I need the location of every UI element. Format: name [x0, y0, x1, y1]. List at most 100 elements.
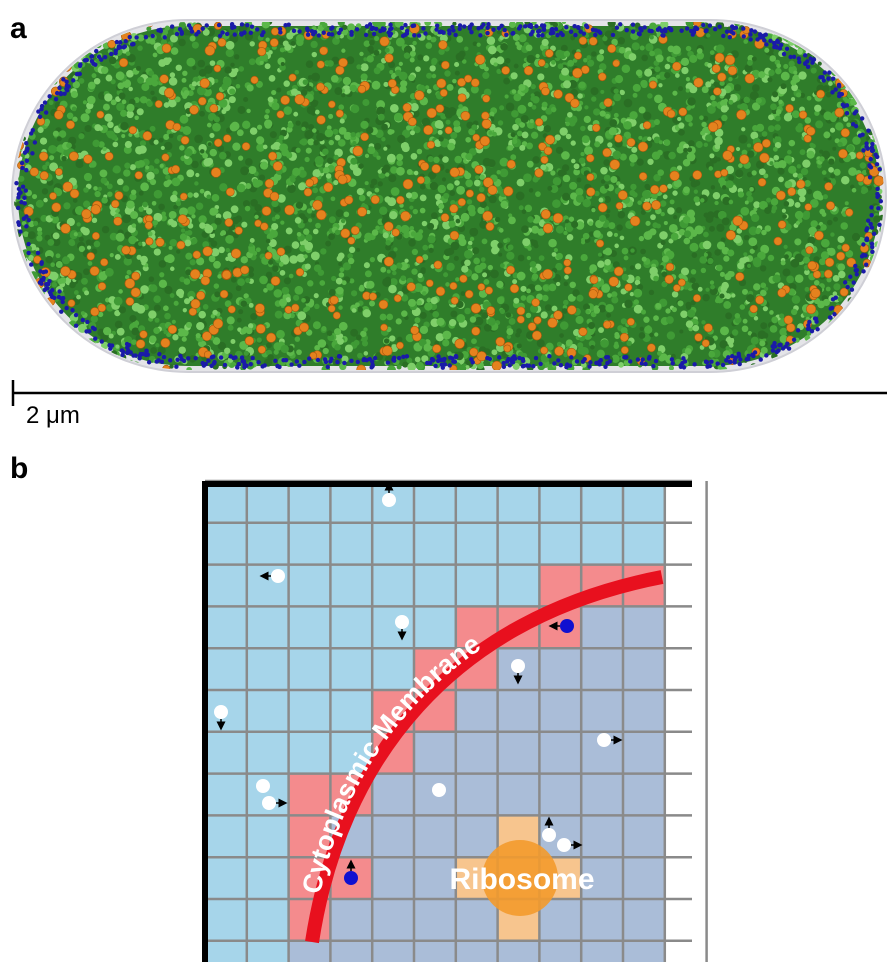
molecule	[305, 234, 312, 241]
molecule	[369, 301, 375, 307]
molecule	[548, 239, 557, 248]
ribosome-dot	[840, 288, 848, 296]
molecule	[783, 27, 791, 35]
molecule	[809, 30, 815, 36]
molecule	[326, 173, 332, 179]
molecule	[610, 176, 617, 183]
molecule	[732, 329, 738, 335]
molecule	[383, 147, 387, 151]
molecule	[465, 179, 473, 187]
molecule	[293, 112, 298, 117]
molecule	[306, 148, 312, 154]
ribosome-dot	[847, 73, 856, 82]
ribosome-dot	[89, 364, 99, 374]
molecule	[179, 145, 185, 151]
molecule	[296, 34, 304, 42]
molecule	[775, 68, 781, 74]
molecule	[579, 157, 585, 163]
molecule	[816, 356, 825, 365]
molecule	[165, 175, 170, 180]
molecule	[68, 353, 73, 358]
ribosome-dot	[357, 207, 366, 216]
molecule	[247, 84, 254, 91]
ribosome-dot	[621, 346, 628, 353]
molecule	[245, 278, 250, 283]
molecule	[874, 281, 882, 289]
molecule	[314, 304, 319, 309]
molecule	[762, 332, 768, 338]
molecule	[372, 81, 381, 90]
molecule	[343, 77, 351, 85]
molecule	[313, 321, 321, 329]
molecule	[584, 116, 591, 123]
molecule	[519, 34, 527, 42]
molecule	[798, 188, 807, 197]
molecule	[397, 365, 402, 370]
molecule	[209, 133, 214, 138]
molecule	[61, 328, 66, 333]
ribosome-dot	[44, 20, 54, 30]
molecule	[370, 257, 375, 262]
molecule	[686, 46, 692, 52]
molecule	[784, 254, 789, 259]
molecule	[852, 233, 860, 241]
membrane-protein	[133, 353, 137, 357]
ribosome-dot	[545, 49, 553, 57]
molecule	[713, 192, 720, 199]
ribosome-dot	[338, 175, 347, 184]
ribosome-dot	[796, 180, 805, 189]
molecule	[746, 294, 754, 302]
molecule	[559, 333, 564, 338]
molecule	[692, 325, 699, 332]
ribosome-dot	[786, 323, 795, 332]
molecule	[591, 208, 595, 212]
molecule	[263, 288, 268, 293]
membrane-protein	[263, 363, 267, 367]
molecule	[469, 228, 478, 237]
molecule	[336, 209, 344, 217]
molecule	[310, 41, 317, 48]
molecule	[522, 238, 530, 246]
molecule	[382, 278, 391, 287]
molecule	[321, 326, 326, 331]
ribosome-dot	[125, 279, 135, 289]
molecule	[453, 120, 460, 127]
molecule	[721, 105, 728, 112]
molecule	[880, 295, 885, 300]
molecule	[17, 78, 21, 82]
molecule	[549, 284, 557, 292]
molecule	[465, 137, 471, 143]
membrane-protein	[33, 140, 37, 144]
molecule	[172, 334, 178, 340]
molecule	[571, 221, 578, 228]
molecule	[516, 328, 522, 334]
molecule	[590, 345, 595, 350]
molecule	[763, 306, 768, 311]
molecule	[756, 98, 762, 104]
molecule	[470, 316, 476, 322]
molecule	[880, 108, 884, 112]
molecule	[59, 331, 66, 338]
ribosome-dot	[196, 291, 205, 300]
molecule	[672, 91, 677, 96]
ribosome-dot	[638, 142, 648, 152]
ribosome-dot	[813, 342, 821, 350]
ribosome-dot	[665, 275, 674, 284]
molecule	[607, 231, 613, 237]
molecule	[150, 347, 157, 354]
molecule	[287, 184, 296, 193]
molecule	[176, 289, 184, 297]
molecule	[866, 90, 871, 95]
molecule	[182, 94, 187, 99]
ribosome-dot	[146, 238, 153, 245]
ribosome-dot	[643, 121, 651, 129]
molecule	[561, 68, 569, 76]
molecule	[827, 220, 833, 226]
membrane-protein	[31, 128, 35, 132]
molecule	[873, 215, 880, 222]
molecule	[461, 265, 468, 272]
molecule	[656, 224, 661, 229]
molecule	[638, 136, 642, 140]
molecule	[641, 309, 646, 314]
molecule	[855, 39, 860, 44]
